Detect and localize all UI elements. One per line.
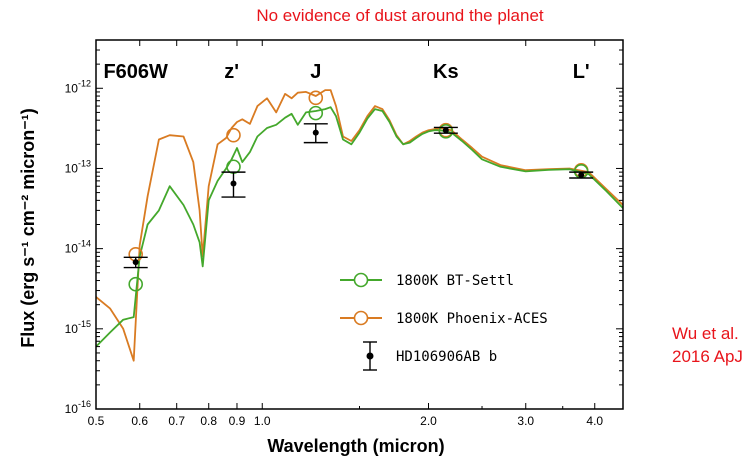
legend-label-1: 1800K Phoenix-ACES bbox=[396, 311, 548, 327]
plot-frame bbox=[95, 39, 624, 410]
series-layer bbox=[96, 89, 623, 362]
y-tick-label-0: 10-16 bbox=[65, 399, 91, 416]
citation-line-2: 2016 ApJ bbox=[672, 347, 743, 366]
x-tick-label-0: 0.5 bbox=[88, 414, 105, 428]
model-point-0-1 bbox=[226, 127, 241, 143]
model-point-1-1 bbox=[226, 159, 241, 175]
x-axis-title: Wavelength (micron) bbox=[267, 436, 444, 456]
series-line-0 bbox=[96, 89, 623, 362]
obs-point-3 bbox=[442, 127, 449, 134]
x-tick-label-2: 0.7 bbox=[168, 414, 185, 428]
citation-line-1: Wu et al. bbox=[672, 324, 739, 343]
x-tick-label-4: 0.9 bbox=[229, 414, 246, 428]
x-tick-label-5: 1.0 bbox=[254, 414, 271, 428]
band-label-3: Ks bbox=[433, 61, 459, 83]
series-line-1 bbox=[96, 106, 623, 348]
x-tick-label-3: 0.8 bbox=[200, 414, 217, 428]
axis-layer: 0.5 0.6 0.7 0.8 0.9 1.0 2.0 3.0 4.0 10-16 10-15 10-… bbox=[65, 39, 623, 428]
legend-label-0: 1800K BT-Settl bbox=[396, 273, 514, 289]
legend: 1800K BT-Settl 1800K Phoenix-ACES HD106906… bbox=[340, 272, 548, 371]
band-label-layer: F606W z' J Ks L' bbox=[103, 61, 589, 83]
chart-title: No evidence of dust around the planet bbox=[256, 6, 544, 25]
y-axis-title: Flux (erg s⁻¹ cm⁻² micron⁻¹) bbox=[18, 108, 38, 348]
obs-point-1 bbox=[230, 180, 237, 187]
model-point-1-2 bbox=[308, 105, 324, 121]
obs-point-2 bbox=[312, 129, 319, 136]
x-tick-label-6: 2.0 bbox=[420, 414, 437, 428]
model-point-1-0 bbox=[128, 276, 143, 292]
x-tick-label-7: 3.0 bbox=[517, 414, 534, 428]
y-tick-label-2: 10-14 bbox=[65, 239, 91, 256]
x-tick-label-8: 4.0 bbox=[586, 414, 603, 428]
legend-marker-0 bbox=[353, 272, 369, 288]
legend-marker-2 bbox=[366, 352, 374, 360]
y-tick-label-3: 10-13 bbox=[65, 158, 91, 175]
legend-label-2: HD106906AB b bbox=[396, 349, 497, 365]
model-point-1-3 bbox=[438, 124, 454, 139]
obs-point-4 bbox=[578, 171, 585, 178]
y-tick-label-4: 10-12 bbox=[65, 78, 91, 95]
band-label-2: J bbox=[310, 61, 321, 83]
citation: Wu et al. 2016 ApJ bbox=[672, 322, 743, 368]
band-label-0: F606W bbox=[103, 61, 168, 83]
band-label-4: L' bbox=[573, 61, 590, 83]
model-point-0-2 bbox=[308, 90, 324, 106]
x-tick-label-1: 0.6 bbox=[131, 414, 148, 428]
observation-layer bbox=[123, 90, 594, 292]
band-label-1: z' bbox=[224, 61, 239, 83]
legend-marker-1 bbox=[353, 310, 369, 326]
y-tick-label-1: 10-15 bbox=[65, 319, 91, 336]
obs-point-0 bbox=[132, 259, 139, 266]
